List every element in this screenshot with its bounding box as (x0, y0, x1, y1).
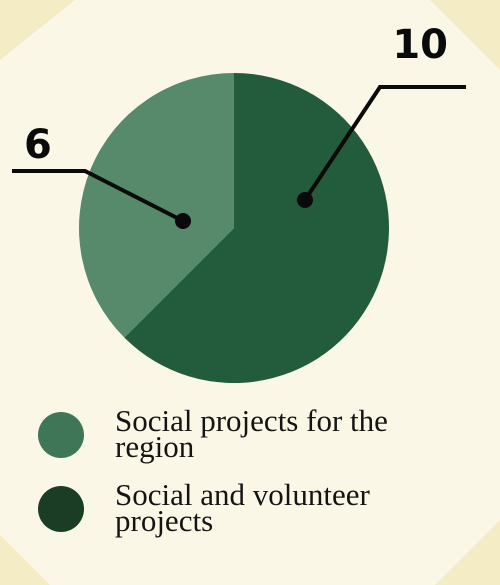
leader-line-volunteer (303, 85, 466, 202)
legend-item-regional: Social projects for the region (38, 405, 478, 482)
corner-accent-top-left (0, 0, 75, 60)
leader-dot-regional (175, 213, 191, 229)
corner-accent-bottom-left (0, 535, 50, 585)
leader-dot-volunteer (297, 192, 313, 208)
legend-swatch-volunteer (38, 486, 84, 532)
pie-slice-volunteer (124, 73, 389, 384)
corner-accent-bottom-right (435, 520, 500, 585)
corner-accent-top-right (430, 0, 500, 70)
data-label-volunteer: 10 (392, 22, 448, 68)
pie-chart: 6 10 (12, 22, 466, 384)
legend-label-regional: Social projects for the region (115, 403, 388, 464)
legend-item-volunteer: Social and volunteer projects (38, 479, 478, 556)
data-label-regional: 6 (24, 122, 52, 168)
legend-label-volunteer: Social and volunteer projects (115, 477, 370, 538)
legend-swatch-regional (38, 412, 84, 458)
leader-line-regional (12, 169, 184, 223)
